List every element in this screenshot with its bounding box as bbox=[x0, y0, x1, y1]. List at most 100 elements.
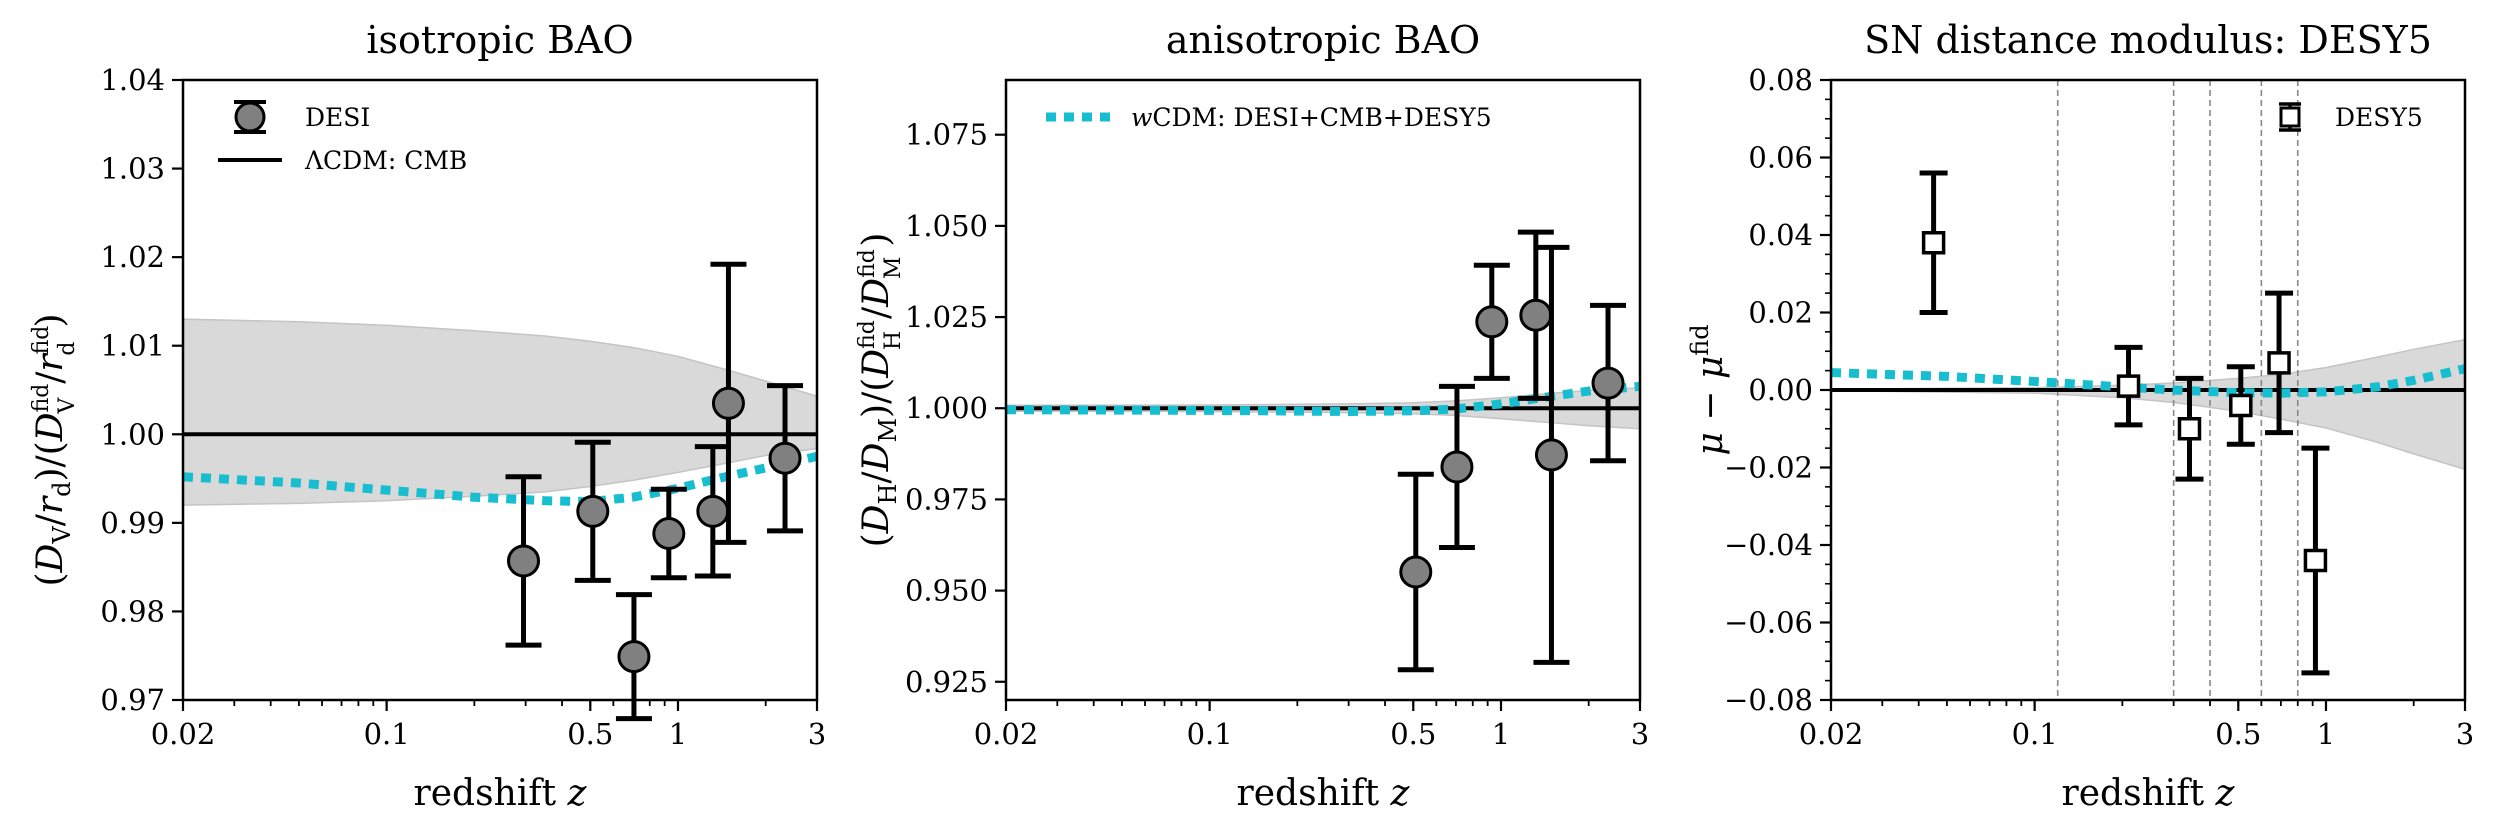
panel-sn-distance-modulus: SN distance modulus: DESY5 redshift z μ … bbox=[1686, 18, 2474, 814]
desi-marker bbox=[507, 544, 541, 578]
x-tick-label: 0.5 bbox=[1390, 717, 1436, 751]
data-point bbox=[694, 444, 731, 579]
desi-marker bbox=[1440, 450, 1474, 484]
wcdm-model-curve bbox=[1831, 364, 2465, 398]
legend-label: DESI bbox=[305, 103, 370, 132]
desi-marker bbox=[1475, 305, 1509, 339]
x-tick-label: 0.02 bbox=[1799, 717, 1864, 751]
y-tick-label: −0.08 bbox=[1724, 683, 1813, 717]
x-tick-label: 3 bbox=[808, 717, 826, 751]
desi-marker bbox=[1519, 298, 1553, 332]
desi-marker bbox=[768, 441, 802, 475]
y-tick-label: 0.08 bbox=[1748, 63, 1813, 97]
desy5-marker bbox=[2267, 351, 2291, 375]
desy5-marker bbox=[2303, 548, 2328, 573]
panel-title: SN distance modulus: DESY5 bbox=[1864, 18, 2432, 62]
panel-title: anisotropic BAO bbox=[1166, 18, 1480, 62]
legend-label: DESY5 bbox=[2335, 103, 2423, 132]
x-tick-label: 0.02 bbox=[151, 717, 216, 751]
y-tick-label: −0.04 bbox=[1724, 528, 1813, 562]
data-point bbox=[650, 486, 687, 581]
desi-marker bbox=[711, 386, 745, 420]
y-tick-label: 1.075 bbox=[905, 118, 988, 152]
y-tick-label: 1.03 bbox=[100, 152, 165, 186]
y-tick-label: 1.000 bbox=[905, 391, 988, 425]
y-tick-label: 0.00 bbox=[1748, 373, 1813, 407]
y-tick-label: −0.02 bbox=[1724, 451, 1813, 485]
data-point bbox=[1517, 229, 1554, 401]
desy5-marker bbox=[2229, 393, 2253, 418]
x-tick-label: 0.1 bbox=[1187, 717, 1233, 751]
data-point bbox=[505, 474, 542, 648]
y-tick-label: 0.99 bbox=[100, 506, 165, 540]
x-tick-label: 1 bbox=[1492, 717, 1510, 751]
y-axis-label: (DV/rd)/(DfidV/rfidd) bbox=[29, 313, 80, 586]
legend: DESI ΛCDM: CMB bbox=[218, 100, 467, 175]
y-tick-label: 0.02 bbox=[1748, 296, 1813, 330]
legend-label: ΛCDM: CMB bbox=[304, 146, 467, 175]
y-tick-label: 1.02 bbox=[100, 240, 165, 274]
data-point bbox=[1438, 383, 1475, 551]
x-tick-label: 0.1 bbox=[2012, 717, 2058, 751]
uncertainty-band bbox=[183, 318, 817, 506]
x-axis-label: redshift z bbox=[2062, 773, 2236, 814]
data-point bbox=[710, 261, 747, 545]
desi-marker bbox=[617, 640, 651, 674]
legend: DESY5 bbox=[2279, 102, 2423, 132]
data-point bbox=[2301, 445, 2330, 676]
data-point bbox=[615, 592, 652, 722]
y-tick-label: 0.04 bbox=[1748, 218, 1813, 252]
x-tick-label: 3 bbox=[1631, 717, 1649, 751]
desy5-marker bbox=[2177, 417, 2202, 441]
x-tick-label: 0.1 bbox=[364, 717, 410, 751]
y-tick-label: 1.00 bbox=[100, 417, 165, 451]
plot-area bbox=[1831, 80, 2465, 700]
wcdm-model-curve bbox=[183, 452, 817, 507]
y-tick-label: 0.975 bbox=[905, 482, 988, 516]
data-point bbox=[767, 383, 804, 534]
y-axis-label: (DH/DM)/(DfidH/DfidM) bbox=[855, 233, 906, 548]
x-tick-label: 3 bbox=[2456, 717, 2474, 751]
y-axis-label: μ − μfid bbox=[1686, 324, 1731, 455]
uncertainty-band bbox=[1831, 338, 2465, 471]
desi-marker bbox=[1591, 366, 1625, 400]
y-tick-label: 0.97 bbox=[100, 683, 165, 717]
desi-marker bbox=[696, 494, 730, 528]
plot-area bbox=[183, 318, 817, 507]
axes-frame bbox=[181, 78, 819, 702]
x-axis-label: redshift z bbox=[1237, 773, 1411, 814]
x-axis-label: redshift z bbox=[414, 773, 588, 814]
x-tick-label: 0.5 bbox=[2215, 717, 2261, 751]
y-tick-label: 0.925 bbox=[905, 665, 988, 699]
data-point bbox=[1590, 302, 1627, 464]
plot-area bbox=[1006, 381, 1640, 430]
y-tick-label: 1.01 bbox=[100, 329, 165, 363]
data-point bbox=[1473, 262, 1510, 381]
y-tick-label: 1.025 bbox=[905, 300, 988, 334]
data-point bbox=[2175, 375, 2204, 482]
panel-title: isotropic BAO bbox=[366, 18, 633, 62]
x-tick-label: 0.5 bbox=[567, 717, 613, 751]
legend-label: wCDM: DESI+CMB+DESY5 bbox=[1131, 103, 1492, 132]
y-tick-label: 0.950 bbox=[905, 574, 988, 608]
data-point bbox=[2226, 364, 2255, 447]
y-tick-label: 0.06 bbox=[1748, 141, 1813, 175]
data-point bbox=[1533, 244, 1570, 665]
y-tick-label: −0.06 bbox=[1724, 606, 1813, 640]
panel-isotropic-bao: isotropic BAO redshift z (DV/rd)/(DfidV/… bbox=[29, 18, 826, 814]
data-point bbox=[2265, 290, 2294, 436]
x-tick-label: 0.02 bbox=[974, 717, 1039, 751]
desi-marker bbox=[1399, 555, 1433, 589]
data-point bbox=[574, 439, 611, 583]
desi-marker bbox=[576, 494, 610, 528]
x-tick-label: 1 bbox=[669, 717, 687, 751]
legend-desy5-marker bbox=[2279, 106, 2301, 128]
data-point bbox=[1397, 471, 1434, 673]
legend-desi-marker bbox=[234, 101, 266, 133]
y-tick-label: 0.98 bbox=[100, 594, 165, 628]
legend: wCDM: DESI+CMB+DESY5 bbox=[1046, 103, 1492, 132]
desy5-marker bbox=[2116, 374, 2141, 398]
panel-anisotropic-bao: anisotropic BAO redshift z (DH/DM)/(Dfid… bbox=[855, 18, 1649, 814]
desi-marker bbox=[652, 516, 686, 550]
